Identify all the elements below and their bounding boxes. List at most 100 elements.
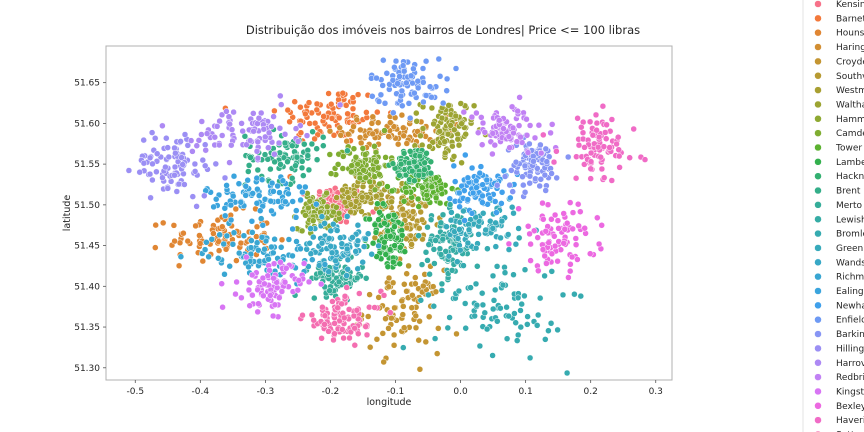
data-point: [489, 225, 497, 232]
data-point: [484, 245, 491, 252]
data-point: [566, 267, 574, 275]
data-point: [400, 132, 407, 140]
data-point: [411, 89, 418, 97]
data-point: [298, 158, 306, 165]
data-point: [548, 170, 555, 177]
data-point: [493, 209, 500, 216]
data-point: [390, 109, 397, 117]
data-point: [238, 294, 245, 302]
data-point: [271, 301, 279, 309]
data-point: [343, 272, 350, 279]
data-point: [284, 106, 292, 114]
data-point: [464, 174, 472, 182]
data-point: [451, 126, 458, 134]
data-point: [344, 266, 351, 273]
data-point: [505, 246, 513, 253]
data-point: [362, 235, 369, 243]
data-point: [536, 294, 544, 302]
data-point: [403, 288, 410, 295]
data-point: [159, 219, 167, 227]
data-point: [541, 272, 548, 280]
legend-marker: [814, 287, 822, 295]
data-point: [342, 102, 350, 109]
data-point: [406, 148, 414, 155]
data-point: [425, 241, 433, 248]
data-point: [442, 248, 449, 255]
data-point: [153, 150, 161, 157]
data-point: [509, 124, 517, 132]
data-point: [361, 151, 369, 158]
data-point: [421, 159, 428, 167]
legend-label: Ealing: [836, 287, 864, 297]
data-point: [146, 170, 154, 178]
data-point: [506, 144, 513, 151]
data-point: [328, 249, 336, 257]
legend-label: Hamm: [836, 115, 864, 125]
data-point: [523, 132, 531, 139]
data-point: [282, 198, 289, 206]
data-point: [630, 125, 637, 133]
data-point: [599, 102, 607, 110]
data-point: [422, 57, 430, 65]
data-point: [486, 195, 494, 202]
data-point: [366, 343, 374, 351]
data-point: [412, 280, 419, 287]
legend-label: Kingst: [836, 387, 864, 397]
data-point: [531, 134, 539, 142]
data-point: [358, 208, 365, 215]
data-point: [187, 137, 195, 144]
data-point: [281, 139, 289, 147]
data-point: [229, 241, 237, 248]
data-point: [313, 145, 320, 152]
data-point: [504, 231, 512, 238]
data-point: [177, 138, 184, 145]
data-point: [216, 141, 223, 149]
data-point: [543, 260, 550, 267]
data-point: [497, 304, 504, 312]
data-point: [306, 120, 313, 127]
legend-marker: [814, 72, 822, 80]
data-point: [270, 260, 278, 267]
data-point: [586, 118, 594, 126]
data-point: [255, 114, 263, 122]
data-point: [473, 184, 480, 191]
data-point: [410, 65, 417, 73]
data-point: [537, 176, 545, 183]
data-point: [468, 164, 476, 172]
data-point: [492, 219, 499, 227]
data-point: [554, 217, 562, 224]
data-point: [400, 211, 407, 219]
data-point: [355, 330, 362, 337]
data-point: [255, 192, 263, 199]
data-point: [389, 160, 397, 167]
data-point: [416, 152, 424, 160]
data-point: [369, 93, 376, 100]
data-point: [357, 139, 365, 147]
data-point: [401, 281, 408, 288]
data-point: [226, 120, 233, 128]
data-point: [388, 314, 395, 322]
data-point: [305, 166, 313, 174]
data-point: [199, 156, 207, 164]
data-point: [408, 167, 416, 175]
data-point: [433, 350, 441, 357]
data-point: [399, 205, 406, 213]
data-point: [424, 257, 431, 264]
data-point: [508, 203, 516, 211]
legend-marker: [814, 129, 822, 137]
data-point: [315, 262, 323, 269]
data-point: [397, 160, 405, 168]
data-point: [511, 310, 518, 317]
data-point: [247, 154, 254, 161]
x-tick-label: -0.4: [192, 387, 210, 397]
data-point: [603, 121, 610, 129]
data-point: [356, 290, 363, 297]
data-point: [147, 194, 154, 202]
data-point: [357, 126, 364, 134]
data-point: [572, 241, 580, 248]
data-point: [337, 234, 344, 241]
data-point: [526, 179, 533, 187]
data-point: [390, 289, 397, 296]
data-point: [467, 284, 474, 291]
data-point: [270, 274, 277, 282]
